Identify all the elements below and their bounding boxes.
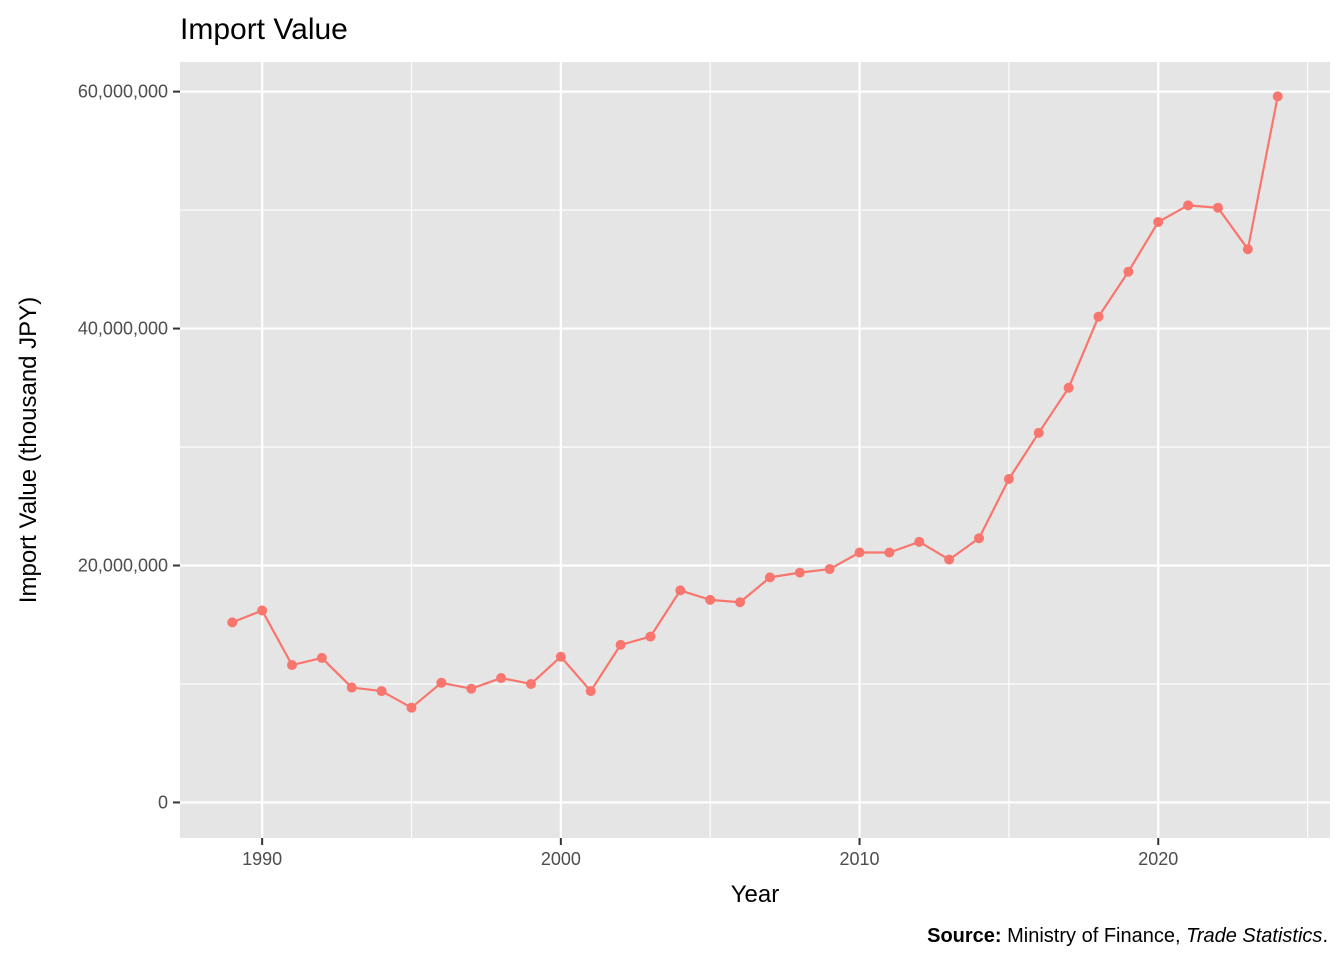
data-point — [466, 683, 477, 694]
source-caption: Source: Ministry of Finance, Trade Stati… — [927, 925, 1328, 947]
data-point — [675, 585, 686, 596]
data-point — [1153, 216, 1164, 227]
data-point — [1242, 244, 1253, 255]
y-tick-label: 0 — [158, 792, 168, 812]
data-point — [585, 686, 596, 697]
x-axis-tick-labels: 1990 2000 2010 2020 — [242, 849, 1178, 869]
series-layer — [227, 91, 1283, 713]
x-axis-title: Year — [731, 881, 780, 908]
minor-gridlines — [180, 62, 1330, 838]
data-point — [735, 597, 746, 608]
data-point — [884, 547, 895, 558]
data-point — [496, 673, 507, 684]
data-point — [1033, 427, 1044, 438]
data-point — [1183, 200, 1194, 211]
data-point — [1003, 474, 1014, 485]
axis-ticks — [173, 90, 1160, 845]
data-point — [764, 572, 775, 583]
y-tick-label: 40,000,000 — [78, 319, 168, 339]
data-point — [1093, 311, 1104, 322]
data-point — [1272, 91, 1283, 102]
data-point — [406, 702, 417, 713]
caption-italic: Trade Statistics — [1186, 925, 1322, 947]
data-point — [944, 554, 955, 565]
x-tick-label: 2020 — [1138, 849, 1178, 869]
caption-bold: Source: — [927, 925, 1001, 947]
data-point — [974, 533, 985, 544]
data-point — [1212, 202, 1223, 213]
plot-panel — [180, 62, 1330, 838]
data-point — [346, 682, 357, 693]
y-axis-tick-labels: 0 20,000,000 40,000,000 60,000,000 — [78, 82, 168, 813]
data-point — [257, 605, 268, 616]
data-point — [794, 567, 805, 578]
data-point — [316, 652, 327, 663]
data-point — [1063, 382, 1074, 393]
y-tick-label: 20,000,000 — [78, 556, 168, 576]
x-tick-label: 2010 — [840, 849, 880, 869]
data-point — [615, 639, 626, 650]
data-point — [525, 678, 536, 689]
data-point — [227, 617, 238, 628]
caption-end: . — [1322, 925, 1328, 947]
caption-text: Ministry of Finance, — [1002, 925, 1187, 947]
data-point — [824, 564, 835, 575]
x-tick-label: 2000 — [541, 849, 581, 869]
series-line — [231, 96, 1279, 709]
data-point — [854, 547, 865, 558]
y-tick-label: 60,000,000 — [78, 82, 168, 102]
data-point — [645, 631, 656, 642]
x-tick-label: 1990 — [242, 849, 282, 869]
data-point — [376, 686, 387, 697]
chart-title: Import Value — [180, 13, 348, 46]
major-gridlines — [180, 62, 1330, 838]
data-point — [914, 536, 925, 547]
data-point — [1123, 266, 1134, 277]
data-point — [705, 594, 716, 605]
y-axis-title: Import Value (thousand JPY) — [15, 297, 42, 603]
data-point — [436, 677, 447, 688]
data-point — [555, 651, 566, 662]
data-point — [287, 660, 298, 671]
